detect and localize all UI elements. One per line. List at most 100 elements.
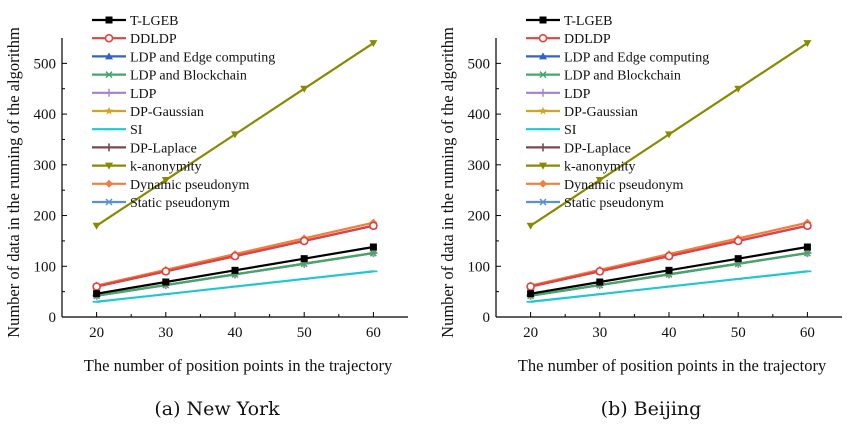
legend-item: DP-Laplace bbox=[526, 141, 631, 156]
legend-item: LDP and Blockchain bbox=[526, 69, 681, 84]
legend-label: DP-Laplace bbox=[564, 141, 631, 156]
y-tick-label: 300 bbox=[34, 158, 57, 174]
legend-item: Dynamic pseudonym bbox=[92, 178, 249, 193]
line-chart-new-york: 0 100 200 300 400 500 20 30 40 50 60 The number of … bbox=[4, 14, 408, 375]
marker-circle bbox=[104, 33, 114, 43]
chart-caption: (a) New York bbox=[154, 398, 280, 420]
legend-item: SI bbox=[92, 123, 143, 138]
y-tick-label: 400 bbox=[468, 107, 491, 123]
legend-label: SI bbox=[564, 123, 577, 138]
x-tick-label: 20 bbox=[523, 325, 538, 341]
marker-triangle-up bbox=[105, 52, 113, 60]
chart-panel-beijing: 0 100 200 300 400 500 20 30 40 50 60 The number of … bbox=[434, 0, 868, 428]
legend-item: LDP and Edge computing bbox=[526, 50, 709, 65]
y-tick-label: 100 bbox=[468, 259, 491, 275]
legend-label: LDP and Edge computing bbox=[564, 50, 709, 65]
series-t-lgeb bbox=[527, 243, 811, 298]
legend-label: LDP and Edge computing bbox=[130, 50, 275, 65]
legend-label: SI bbox=[130, 123, 143, 138]
marker-square bbox=[93, 290, 101, 298]
marker-asterisk bbox=[539, 71, 547, 79]
legend-label: DP-Gaussian bbox=[564, 105, 638, 120]
series-ddldp bbox=[526, 221, 812, 291]
legend-item: k-anonymity bbox=[526, 160, 636, 175]
legend-item: DP-Laplace bbox=[92, 141, 197, 156]
marker-square bbox=[527, 290, 535, 298]
legend-item: LDP and Blockchain bbox=[92, 69, 247, 84]
marker-triangle-down bbox=[369, 40, 378, 48]
y-axis-label: Number of data in the running of the alg… bbox=[4, 27, 23, 338]
y-tick-label: 500 bbox=[468, 56, 491, 72]
series-t-lgeb bbox=[93, 243, 377, 298]
marker-square bbox=[665, 266, 673, 274]
legend-label: LDP bbox=[564, 87, 591, 102]
marker-square bbox=[596, 278, 604, 286]
marker-square bbox=[734, 255, 742, 263]
legend-item: DDLDP bbox=[526, 32, 611, 47]
legend-label: Dynamic pseudonym bbox=[130, 178, 249, 193]
marker-square bbox=[105, 16, 113, 24]
marker-x bbox=[539, 198, 547, 206]
x-axis-label: The number of position points in the tra… bbox=[84, 356, 393, 375]
marker-square bbox=[803, 243, 811, 251]
x-tick-label: 50 bbox=[731, 325, 746, 341]
legend-item: LDP bbox=[92, 87, 157, 102]
x-tick-label: 50 bbox=[297, 325, 312, 341]
legend-label: Static pseudonym bbox=[564, 196, 664, 211]
legend-item: DP-Gaussian bbox=[92, 105, 204, 120]
legend-label: Dynamic pseudonym bbox=[564, 178, 683, 193]
legend-label: DDLDP bbox=[564, 32, 611, 47]
marker-square bbox=[162, 278, 170, 286]
marker-circle bbox=[595, 267, 605, 276]
y-tick-label: 100 bbox=[34, 259, 57, 275]
y-tick-label: 0 bbox=[49, 310, 57, 326]
marker-star bbox=[538, 106, 548, 115]
marker-circle bbox=[664, 251, 674, 261]
legend-item: Static pseudonym bbox=[92, 196, 230, 211]
marker-diamond bbox=[539, 179, 547, 188]
legend-item: LDP and Edge computing bbox=[92, 50, 275, 65]
x-tick-label: 60 bbox=[366, 325, 381, 341]
x-tick-label: 20 bbox=[89, 325, 104, 341]
x-tick-label: 40 bbox=[228, 325, 243, 341]
y-tick-label: 200 bbox=[468, 209, 491, 225]
x-axis-label: The number of position points in the tra… bbox=[518, 356, 827, 375]
chart-panel-new-york: 0 100 200 300 400 500 20 30 40 50 60 The number of … bbox=[4, 14, 408, 420]
marker-triangle-down bbox=[595, 177, 604, 185]
chart-caption: (b) Beijing bbox=[600, 398, 702, 420]
marker-circle bbox=[369, 221, 378, 230]
marker-circle bbox=[230, 251, 240, 261]
legend-label: k-anonymity bbox=[130, 160, 202, 175]
series-k-anonymity bbox=[526, 40, 812, 230]
y-tick-label: 0 bbox=[483, 310, 491, 326]
marker-triangle-down bbox=[300, 85, 309, 93]
legend-label: k-anonymity bbox=[564, 160, 636, 175]
legend-item: DP-Gaussian bbox=[526, 105, 638, 120]
y-tick-label: 400 bbox=[34, 107, 57, 123]
marker-circle bbox=[299, 236, 309, 246]
legend-label: DP-Gaussian bbox=[130, 105, 204, 120]
series-si bbox=[92, 270, 378, 303]
marker-triangle-down bbox=[665, 131, 673, 139]
legend-item: T-LGEB bbox=[92, 14, 178, 29]
marker-circle bbox=[161, 267, 171, 276]
y-tick-label: 500 bbox=[34, 56, 57, 72]
marker-triangle-down bbox=[105, 162, 113, 170]
marker-plus bbox=[539, 88, 547, 97]
marker-triangle-down bbox=[539, 162, 547, 170]
marker-diamond bbox=[105, 179, 113, 188]
marker-circle bbox=[92, 282, 101, 291]
y-axis-label: Number of data in the running of the alg… bbox=[438, 27, 457, 338]
legend-label: T-LGEB bbox=[564, 14, 612, 29]
marker-square bbox=[539, 16, 547, 24]
legend-label: DP-Laplace bbox=[130, 141, 197, 156]
x-tick-label: 60 bbox=[800, 325, 815, 341]
marker-circle bbox=[803, 221, 812, 230]
series-ddldp bbox=[92, 221, 378, 291]
marker-square bbox=[300, 255, 308, 263]
x-tick-label: 40 bbox=[662, 325, 677, 341]
marker-asterisk bbox=[369, 249, 378, 257]
legend: T-LGEB DDLDP LDP and Edge computing LDP and… bbox=[92, 14, 275, 211]
marker-star bbox=[104, 106, 114, 115]
legend-item: LDP bbox=[526, 87, 591, 102]
